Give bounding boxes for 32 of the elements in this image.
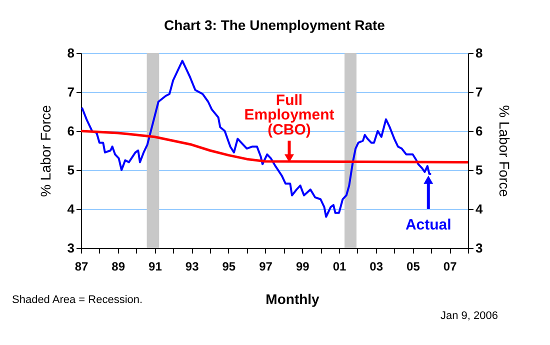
y2-tick-label: 3 bbox=[476, 240, 483, 256]
x-tick-label: 87 bbox=[74, 260, 88, 274]
x-tick-label: 91 bbox=[148, 260, 162, 274]
y2-tick-label: 5 bbox=[476, 162, 483, 178]
x-tick-label: 97 bbox=[259, 260, 273, 274]
line-series bbox=[80, 60, 432, 218]
y2-tick-label: 4 bbox=[476, 202, 484, 216]
y2-tick-label: 7 bbox=[476, 84, 483, 100]
y2-tick-label: 8 bbox=[476, 46, 483, 60]
text: Shaded Area = Recession. bbox=[12, 294, 143, 306]
annotation: Full Employment (CBO) bbox=[244, 92, 334, 138]
x-tick-label: 05 bbox=[406, 260, 420, 274]
y-tick-label: 8 bbox=[67, 46, 74, 60]
x-tick-label: 99 bbox=[296, 260, 310, 274]
y-tick-label: 4 bbox=[67, 202, 76, 216]
y-tick-label: 5 bbox=[67, 162, 74, 178]
x-axis-title: Monthly bbox=[266, 291, 320, 307]
y-tick-label: 6 bbox=[67, 124, 74, 138]
text: Jan 9, 2006 bbox=[440, 310, 498, 322]
x-tick-label: 93 bbox=[185, 260, 200, 274]
x-tick-label: 01 bbox=[332, 260, 346, 274]
y-tick-label: 3 bbox=[67, 240, 74, 256]
x-tick-label: 89 bbox=[112, 260, 126, 274]
x-tick-label: 03 bbox=[370, 260, 384, 274]
y2-axis-title: % Labor Force bbox=[496, 105, 513, 198]
y-axis-title: % Labor Force bbox=[37, 104, 54, 197]
x-tick-label: 07 bbox=[443, 260, 458, 274]
annotation: Actual bbox=[405, 216, 452, 234]
chart-title: Chart 3: The Unemployment Rate bbox=[164, 17, 386, 33]
y-tick-label: 7 bbox=[67, 84, 74, 100]
x-tick-label: 95 bbox=[222, 260, 236, 274]
y2-tick-label: 6 bbox=[476, 124, 483, 138]
